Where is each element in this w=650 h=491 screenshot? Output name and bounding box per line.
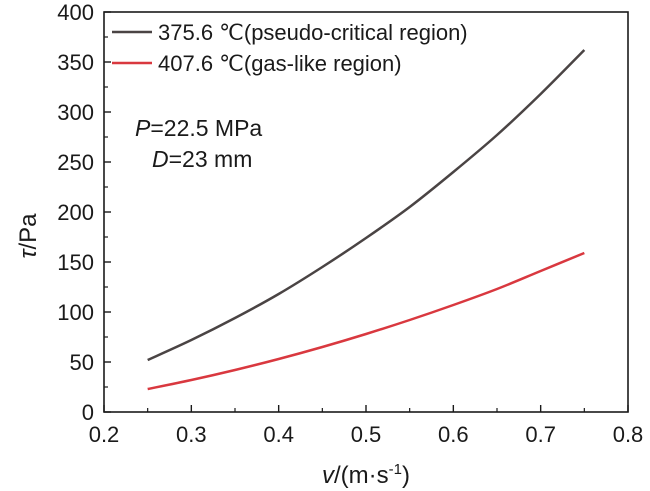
annotation-pressure-var: P bbox=[135, 115, 151, 141]
annotation-pressure: P=22.5 MPa bbox=[135, 115, 262, 141]
x-axis-unit-prefix: /(m·s bbox=[334, 462, 389, 489]
x-axis-title: v/(m·s-1) bbox=[322, 461, 410, 489]
x-tick-label: 0.5 bbox=[351, 422, 382, 447]
x-tick-label: 0.6 bbox=[438, 422, 469, 447]
y-tick-label: 50 bbox=[70, 350, 94, 375]
y-axis-unit: /Pa bbox=[15, 213, 42, 250]
x-tick-label: 0.8 bbox=[613, 422, 644, 447]
annotation-diameter-value: =23 mm bbox=[169, 146, 253, 172]
annotation-pressure-value: =22.5 MPa bbox=[150, 115, 262, 141]
legend: 375.6 ℃(pseudo-critical region) 407.6 ℃(… bbox=[112, 20, 468, 76]
y-axis-title: τ/Pa bbox=[15, 213, 42, 259]
series-line-2 bbox=[147, 251, 585, 391]
x-tick-label: 0.4 bbox=[263, 422, 294, 447]
x-axis-var: v bbox=[322, 462, 336, 489]
annotation-diameter-var: D bbox=[152, 146, 169, 172]
x-tick-label: 0.7 bbox=[525, 422, 556, 447]
x-tick-label: 0.3 bbox=[176, 422, 207, 447]
annotation-diameter: D=23 mm bbox=[152, 146, 252, 172]
ticks: 0.2 0.3 0.4 0.5 0.6 0.7 0.8 0 50 100 150 200 250 300 3… bbox=[57, 0, 643, 447]
y-tick-label: 150 bbox=[57, 250, 94, 275]
y-tick-label: 100 bbox=[57, 300, 94, 325]
y-tick-label: 250 bbox=[57, 150, 94, 175]
legend-label-series-1: 375.6 ℃(pseudo-critical region) bbox=[158, 20, 468, 45]
x-tick-label: 0.2 bbox=[89, 422, 120, 447]
series-lines bbox=[147, 49, 586, 391]
y-tick-label: 200 bbox=[57, 200, 94, 225]
series-line-1 bbox=[147, 49, 586, 362]
x-axis-unit-suffix: ) bbox=[402, 462, 410, 489]
legend-label-series-2: 407.6 ℃(gas-like region) bbox=[158, 51, 402, 76]
x-axis-unit-exp: -1 bbox=[389, 461, 402, 478]
y-tick-label: 300 bbox=[57, 100, 94, 125]
y-tick-label: 0 bbox=[82, 400, 94, 425]
y-tick-label: 350 bbox=[57, 50, 94, 75]
y-axis-var: τ bbox=[15, 248, 42, 259]
y-tick-label: 400 bbox=[57, 0, 94, 25]
